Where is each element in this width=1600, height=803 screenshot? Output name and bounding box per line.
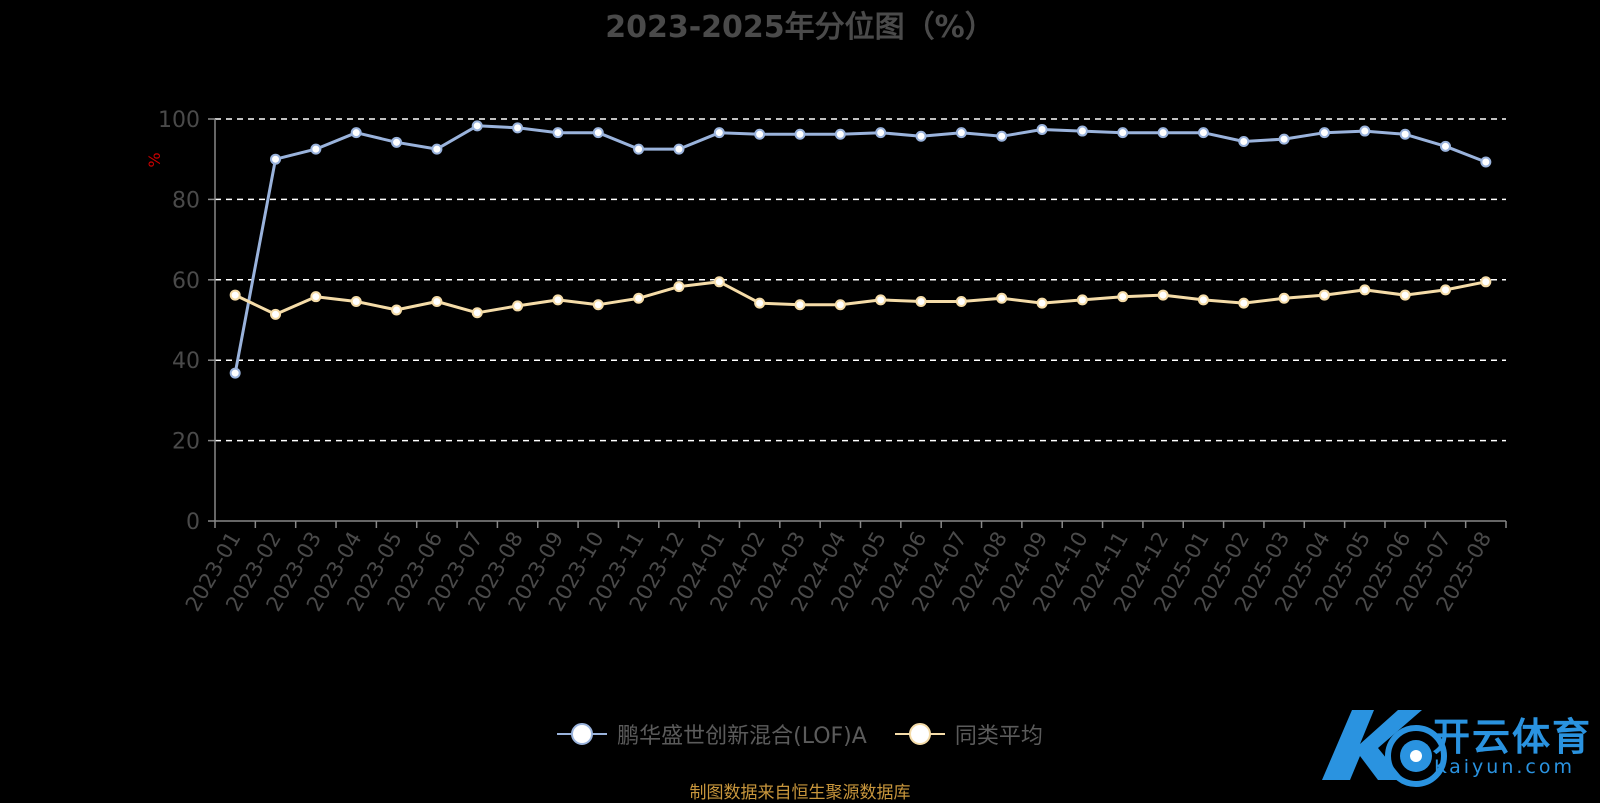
series-1-point-2023-05 bbox=[391, 136, 403, 148]
y-tick-label-40: 40 bbox=[172, 349, 200, 374]
series-1-point-2023-06 bbox=[431, 143, 443, 155]
series-2-point-2024-05 bbox=[875, 294, 887, 306]
series-2-point-2024-07 bbox=[955, 296, 967, 308]
series-2-point-2024-06 bbox=[915, 296, 927, 308]
series-2-point-2023-09 bbox=[552, 294, 564, 306]
series-2-point-2023-05 bbox=[391, 304, 403, 316]
series-2-point-2023-11 bbox=[633, 292, 645, 304]
legend-item-series-1[interactable]: 鹏华盛世创新混合(LOF)A bbox=[557, 718, 867, 750]
legend-marker-series-2 bbox=[894, 723, 945, 745]
series-2-point-2025-03 bbox=[1278, 292, 1290, 304]
watermark-main: 开云体育 bbox=[1432, 715, 1593, 759]
series-line-1 bbox=[233, 124, 1487, 374]
series-2-point-2025-06 bbox=[1399, 289, 1411, 301]
series-2-point-2023-10 bbox=[592, 299, 604, 311]
watermark-sub: Kaiyun.com bbox=[1434, 756, 1575, 778]
series-1-point-2024-01 bbox=[713, 127, 725, 139]
series-2-point-2024-10 bbox=[1076, 294, 1088, 306]
series-2-point-2024-04 bbox=[834, 299, 846, 311]
series-1-point-2025-08 bbox=[1480, 156, 1492, 168]
series-2-point-2025-05 bbox=[1359, 284, 1371, 296]
legend-label-series-1: 鹏华盛世创新混合(LOF)A bbox=[617, 724, 867, 749]
series-1-point-2025-02 bbox=[1238, 136, 1250, 148]
series-1-point-2023-07 bbox=[471, 120, 483, 132]
series-1-point-2023-03 bbox=[310, 143, 322, 155]
series-2-point-2024-09 bbox=[1036, 297, 1048, 309]
series-1-point-2024-10 bbox=[1076, 125, 1088, 137]
series-1-point-2025-07 bbox=[1439, 140, 1451, 152]
series-1-point-2023-11 bbox=[633, 143, 645, 155]
series-2-point-2025-07 bbox=[1439, 284, 1451, 296]
y-tick-label-80: 80 bbox=[172, 188, 200, 213]
series-2-point-2024-02 bbox=[754, 297, 766, 309]
series-1-point-2024-03 bbox=[794, 128, 806, 140]
series-2-point-2024-11 bbox=[1117, 291, 1129, 303]
series-2-point-2025-04 bbox=[1318, 289, 1330, 301]
series-1-point-2025-03 bbox=[1278, 133, 1290, 145]
series-2-point-2023-06 bbox=[431, 296, 443, 308]
series-2-point-2023-03 bbox=[310, 291, 322, 303]
kaiyun-logo bbox=[1322, 710, 1447, 787]
series-1-point-2023-01 bbox=[229, 367, 241, 379]
legend-marker-series-1 bbox=[557, 723, 608, 745]
series-2-point-2023-01 bbox=[229, 289, 241, 301]
series-2-point-2023-12 bbox=[673, 281, 685, 293]
series-1-point-2024-06 bbox=[915, 130, 927, 142]
series-1-point-2024-07 bbox=[955, 127, 967, 139]
legend-label-series-2: 同类平均 bbox=[954, 724, 1043, 749]
series-2-point-2024-12 bbox=[1157, 289, 1169, 301]
series-1-point-2023-02 bbox=[270, 153, 282, 165]
series-1-point-2025-01 bbox=[1197, 127, 1209, 139]
series-2-point-2025-01 bbox=[1197, 294, 1209, 306]
y-tick-label-100: 100 bbox=[158, 108, 200, 133]
series-1-point-2024-12 bbox=[1157, 127, 1169, 139]
series-1-point-2023-10 bbox=[592, 127, 604, 139]
series-1-point-2024-11 bbox=[1117, 127, 1129, 139]
series-2-point-2023-07 bbox=[471, 307, 483, 319]
series-2-point-2025-02 bbox=[1238, 297, 1250, 309]
series-1-point-2024-02 bbox=[754, 128, 766, 140]
y-axis-label: % bbox=[145, 152, 164, 167]
series-1-point-2024-04 bbox=[834, 128, 846, 140]
y-tick-label-0: 0 bbox=[186, 510, 200, 535]
series-1-point-2023-08 bbox=[512, 122, 524, 134]
series-1-point-2024-09 bbox=[1036, 123, 1048, 135]
series-2-point-2025-08 bbox=[1480, 276, 1492, 288]
y-tick-label-60: 60 bbox=[172, 269, 200, 294]
legend: 鹏华盛世创新混合(LOF)A 同类平均 bbox=[0, 718, 1600, 750]
series-2-point-2023-04 bbox=[350, 296, 362, 308]
series-2-point-2024-03 bbox=[794, 299, 806, 311]
source-note: 制图数据来自恒生聚源数据库 bbox=[689, 783, 911, 803]
series-1-point-2024-08 bbox=[996, 130, 1008, 142]
series-1-point-2023-12 bbox=[673, 143, 685, 155]
series-2-point-2023-02 bbox=[270, 308, 282, 320]
series-1-point-2023-09 bbox=[552, 127, 564, 139]
y-tick-label-20: 20 bbox=[172, 430, 200, 455]
series-1-point-2025-06 bbox=[1399, 128, 1411, 140]
series-1-point-2023-04 bbox=[350, 127, 362, 139]
series-1-point-2024-05 bbox=[875, 127, 887, 139]
series-1-point-2025-05 bbox=[1359, 125, 1371, 137]
legend-item-series-2[interactable]: 同类平均 bbox=[894, 718, 1043, 750]
series-1-point-2025-04 bbox=[1318, 127, 1330, 139]
chart-title: 2023-2025年分位图（%） bbox=[605, 10, 995, 45]
series-2-point-2024-01 bbox=[713, 276, 725, 288]
series-line-2 bbox=[234, 280, 1487, 316]
series-2-point-2023-08 bbox=[512, 300, 524, 312]
series-2-point-2024-08 bbox=[996, 292, 1008, 304]
